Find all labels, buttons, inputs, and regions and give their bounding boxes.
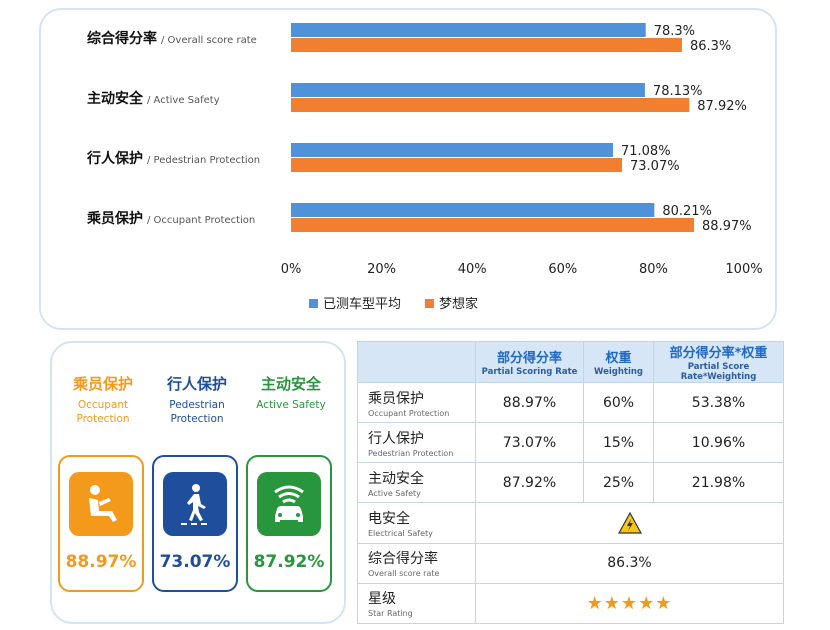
legend-swatch — [309, 299, 318, 308]
header-cn: 部分得分率*权重 — [669, 346, 768, 361]
card-head-active: 主动安全 Active Safety — [248, 373, 334, 412]
card-pedestrian: 73.07% — [152, 455, 238, 592]
bar — [291, 38, 682, 52]
table-header-row: 部分得分率 Partial Scoring Rate 权重 Weighting 部分… — [357, 341, 784, 383]
row-sublabel: Overall score rate — [368, 569, 440, 579]
header-en: Partial Score Rate*Weighting — [680, 362, 757, 382]
bar-value-label: 73.07% — [630, 159, 680, 174]
bar — [291, 98, 690, 112]
cell-rate: 87.92% — [475, 462, 584, 504]
cell-weighted: 53.38% — [653, 381, 784, 424]
header-weight: 权重 Weighting — [583, 341, 654, 383]
warning-icon — [617, 511, 642, 534]
x-tick-label: 60% — [548, 262, 577, 277]
table-row: 乘员保护 Occupant Protection 88.97% 60% 53.38… — [357, 381, 784, 424]
table-row-electrical: 电安全 Electrical Safety — [357, 502, 784, 544]
x-tick-label: 0% — [281, 262, 302, 277]
cell-weighted: 21.98% — [653, 462, 784, 504]
bar-value-label: 71.08% — [621, 144, 671, 159]
cell-weighted: 10.96% — [653, 422, 784, 464]
pedestrian-icon — [163, 472, 227, 536]
row-label: 主动安全 — [368, 470, 424, 487]
cell-rate: 73.07% — [475, 422, 584, 464]
header-empty — [357, 341, 476, 383]
bar-value-label: 88.97% — [702, 219, 752, 234]
cell-overall: 86.3% — [475, 542, 784, 584]
card-title: 行人保护 — [166, 375, 227, 393]
header-cn: 权重 — [605, 351, 632, 366]
card-score: 88.97% — [65, 552, 137, 572]
header-partial-rate: 部分得分率 Partial Scoring Rate — [475, 341, 584, 383]
card-head-occupant: 乘员保护 Occupant Protection — [60, 373, 146, 426]
category-label: 主动安全 / Active Safety — [87, 90, 220, 107]
category-label: 行人保护 / Pedestrian Protection — [86, 150, 260, 167]
x-tick-label: 80% — [639, 262, 668, 277]
row-sublabel: Electrical Safety — [368, 529, 433, 539]
table-row-star: 星级 Star Rating ★★★★★ — [357, 582, 784, 625]
header-en: Partial Scoring Rate — [481, 367, 578, 377]
card-occupant: 88.97% — [58, 455, 144, 592]
card-title: 乘员保护 — [72, 375, 133, 393]
seat-icon — [69, 472, 133, 536]
bar-value-label: 86.3% — [690, 39, 731, 54]
category-label: 乘员保护 / Occupant Protection — [86, 210, 255, 227]
card-title: 主动安全 — [260, 375, 321, 393]
cell-weight: 15% — [583, 422, 654, 464]
card-active: 87.92% — [246, 455, 332, 592]
header-en: Weighting — [594, 367, 643, 377]
bar — [291, 203, 655, 217]
legend-label: 已测车型平均 — [323, 296, 401, 312]
score-bar-chart: 综合得分率 / Overall score rate 78.3%86.3% 主动安全 /… — [86, 23, 763, 312]
row-label: 星级 — [368, 591, 396, 608]
bar — [291, 23, 646, 37]
row-label: 行人保护 — [368, 430, 424, 447]
row-sublabel: Occupant Protection — [368, 408, 450, 418]
card-score: 73.07% — [159, 552, 231, 572]
x-tick-label: 40% — [458, 262, 487, 277]
cell-rate: 88.97% — [475, 381, 584, 424]
x-tick-label: 20% — [367, 262, 396, 277]
bar — [291, 218, 695, 232]
x-tick-label: 100% — [725, 262, 762, 277]
score-table: 部分得分率 Partial Scoring Rate 权重 Weighting 部分… — [357, 341, 784, 625]
header-weighted: 部分得分率*权重 Partial Score Rate*Weighting — [653, 341, 784, 383]
card-subtitle: Occupant Protection — [76, 399, 130, 425]
row-label: 乘员保护 — [368, 390, 424, 407]
bar-value-label: 87.92% — [697, 99, 747, 114]
bar-value-label: 80.21% — [662, 204, 712, 219]
row-label: 综合得分率 — [368, 551, 438, 568]
legend-swatch — [425, 299, 434, 308]
bar-value-label: 78.13% — [653, 84, 703, 99]
table-row-overall: 综合得分率 Overall score rate 86.3% — [357, 542, 784, 584]
row-sublabel: Pedestrian Protection — [368, 448, 454, 458]
bar-value-label: 78.3% — [654, 24, 695, 39]
card-subtitle: Active Safety — [256, 399, 326, 411]
legend-label: 梦想家 — [439, 296, 478, 312]
card-subtitle: Pedestrian Protection — [169, 399, 225, 425]
cell-weight: 25% — [583, 462, 654, 504]
cell-weight: 60% — [583, 381, 654, 424]
table-row: 行人保护 Pedestrian Protection 73.07% 15% 10.… — [357, 422, 784, 464]
cell-electrical — [475, 502, 784, 544]
row-label: 电安全 — [368, 511, 410, 528]
table-row: 主动安全 Active Safety 87.92% 25% 21.98% — [357, 462, 784, 504]
cell-stars: ★★★★★ — [475, 582, 784, 625]
header-cn: 部分得分率 — [496, 351, 562, 366]
car-sensor-icon — [257, 472, 321, 536]
star-rating: ★★★★★ — [586, 592, 673, 614]
card-score: 87.92% — [253, 552, 325, 572]
category-cards-panel: 乘员保护 Occupant Protection 行人保护 Pedestrian… — [50, 341, 346, 624]
chart-panel: 综合得分率 / Overall score rate 78.3% 86.3% 主动安全 /… — [39, 8, 777, 330]
row-sublabel: Star Rating — [368, 609, 413, 619]
bar — [291, 158, 623, 172]
category-label: 综合得分率 / Overall score rate — [87, 30, 257, 47]
bar — [291, 143, 613, 157]
row-sublabel: Active Safety — [368, 488, 421, 498]
bar — [291, 83, 645, 97]
card-head-pedestrian: 行人保护 Pedestrian Protection — [154, 373, 240, 426]
